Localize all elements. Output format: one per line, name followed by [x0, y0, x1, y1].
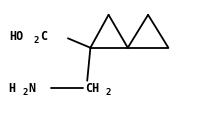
- Text: N: N: [28, 82, 36, 95]
- Text: 2: 2: [105, 88, 111, 97]
- Text: 2: 2: [34, 36, 39, 45]
- Text: HO: HO: [9, 30, 23, 43]
- Text: H: H: [8, 82, 15, 95]
- Text: C: C: [40, 30, 47, 43]
- Text: 2: 2: [22, 88, 28, 97]
- Text: CH: CH: [85, 82, 99, 95]
